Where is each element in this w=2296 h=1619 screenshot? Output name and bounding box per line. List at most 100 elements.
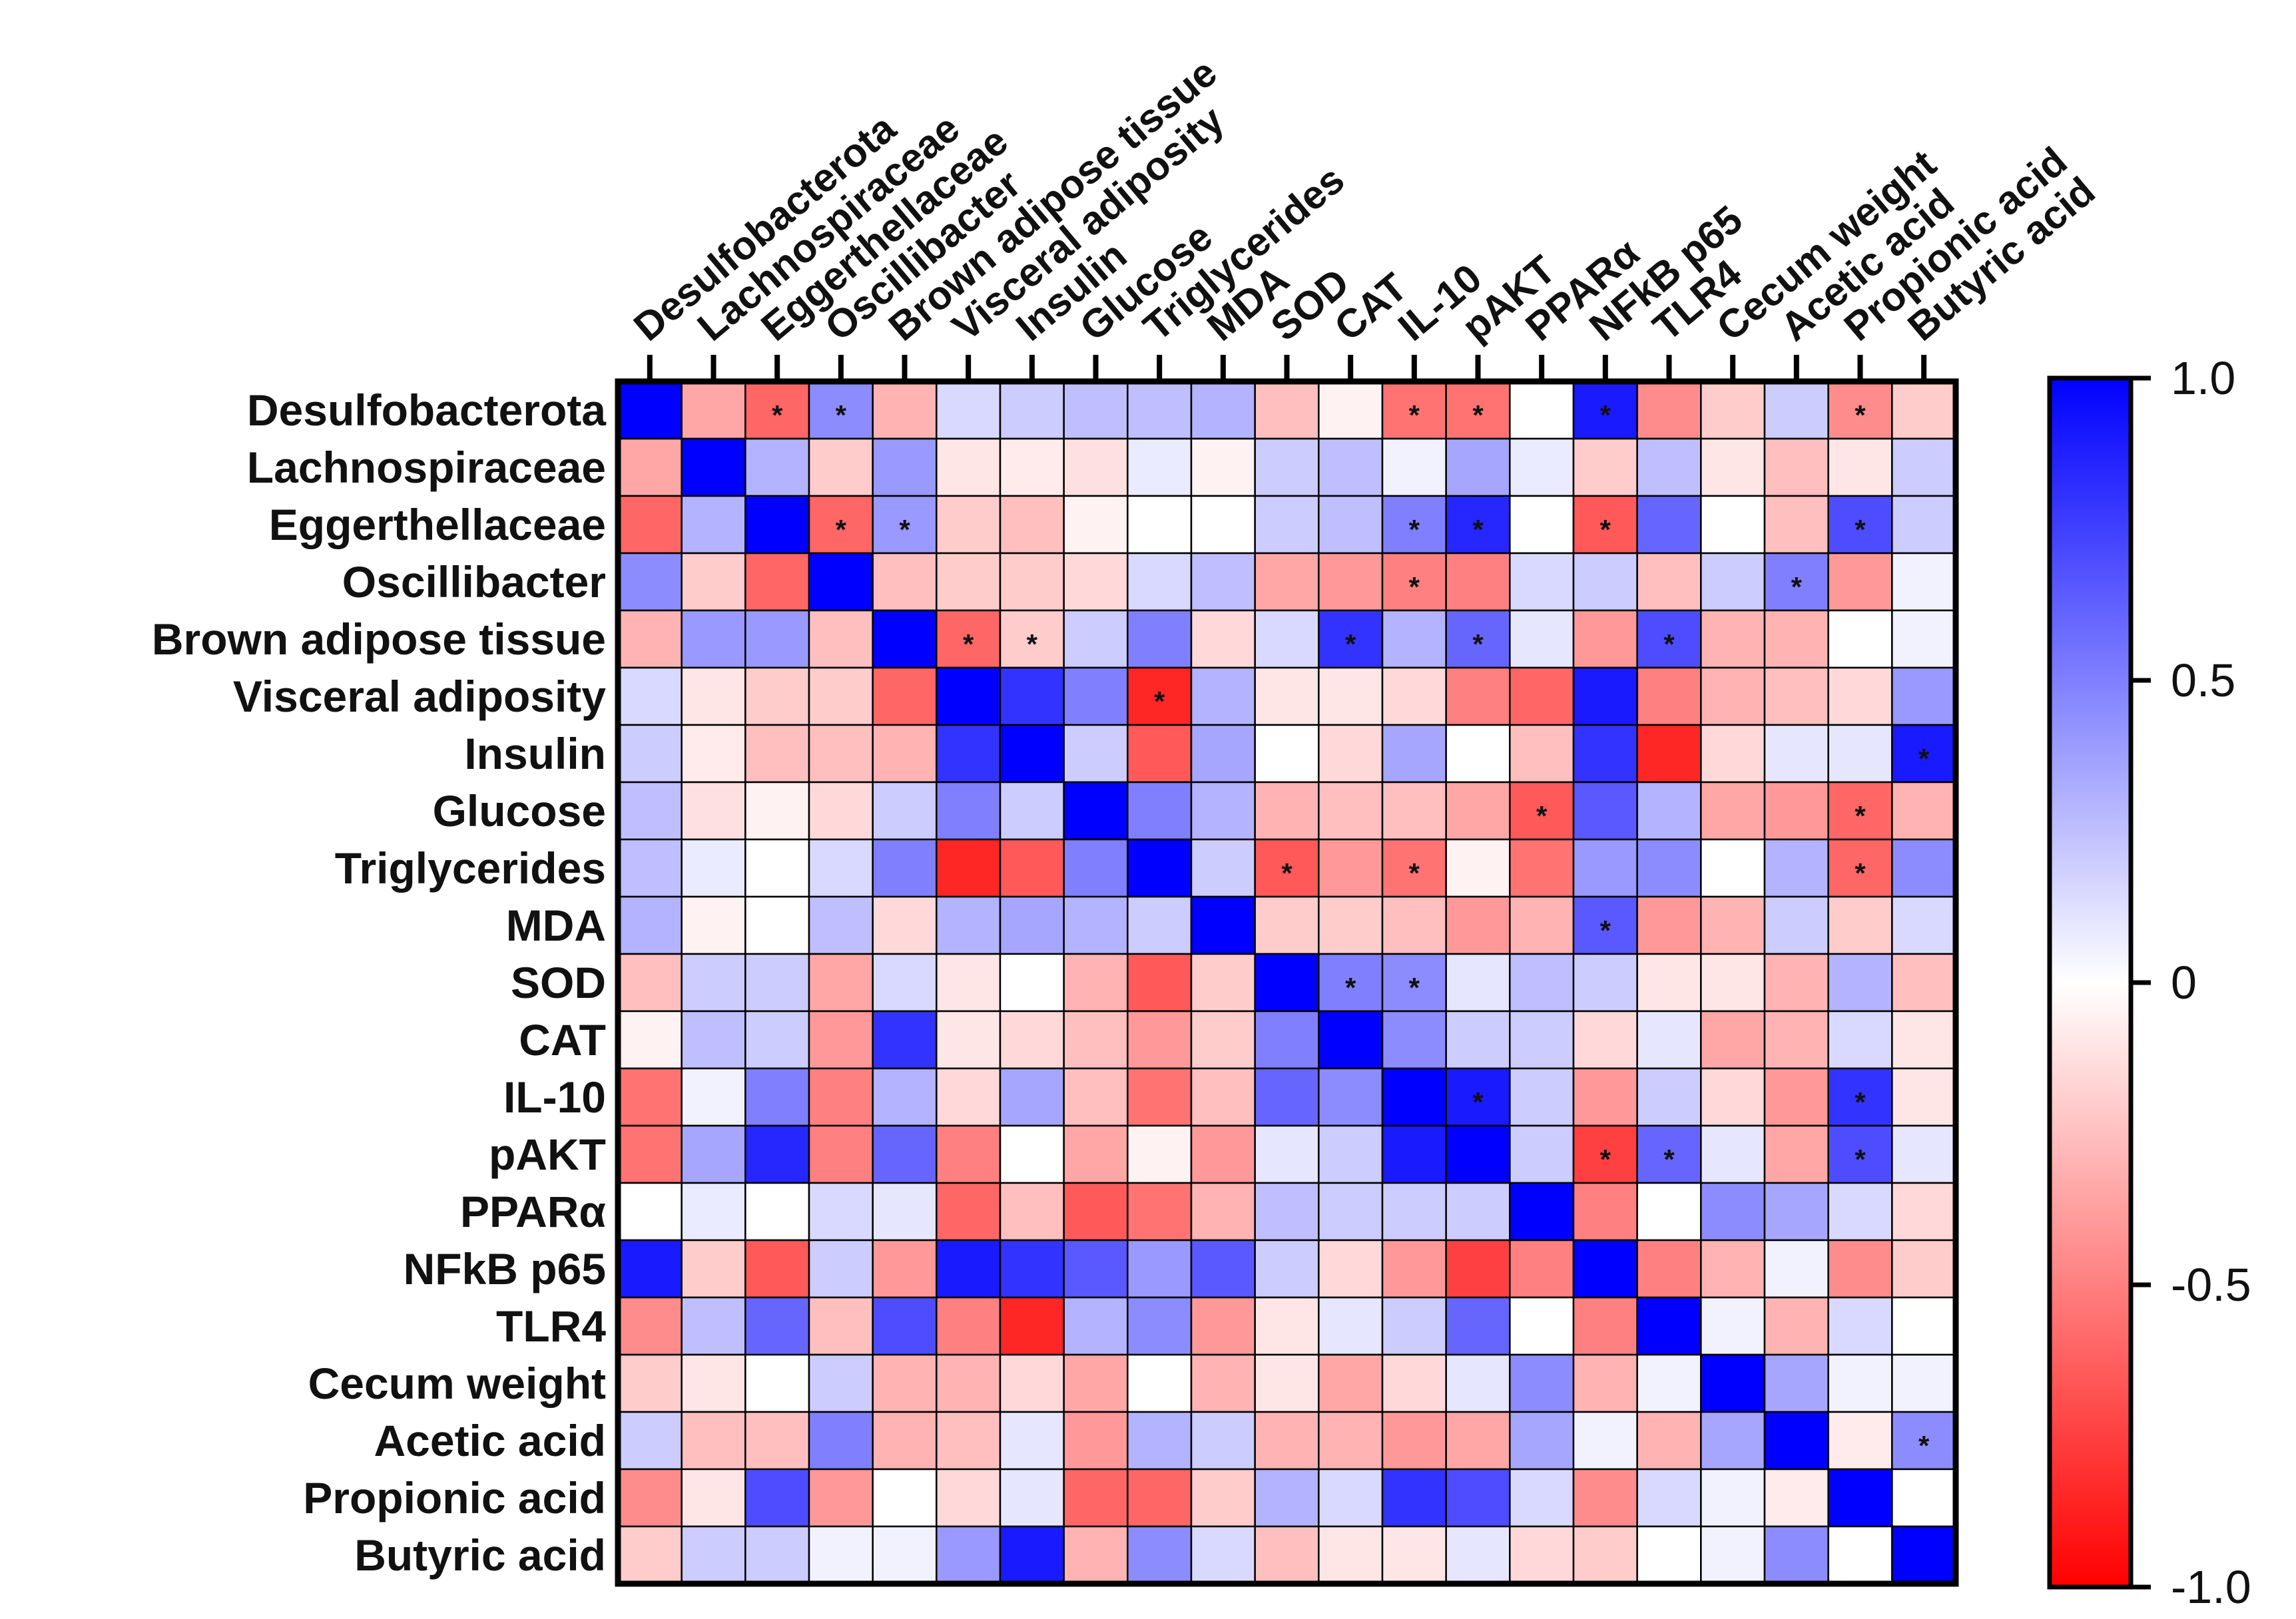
heatmap-cell bbox=[681, 380, 746, 440]
heatmap-cell bbox=[1891, 1296, 1957, 1356]
heatmap-cell bbox=[1636, 781, 1702, 841]
heatmap-cell bbox=[808, 552, 874, 612]
heatmap-cell bbox=[872, 609, 938, 669]
heatmap-cell bbox=[1636, 953, 1702, 1013]
significance-star: * bbox=[1345, 628, 1356, 660]
heatmap-cell bbox=[1127, 1468, 1193, 1528]
heatmap-cell bbox=[1063, 380, 1129, 440]
heatmap-cell bbox=[1318, 666, 1384, 726]
heatmap-cell bbox=[1572, 1411, 1638, 1471]
heatmap-cell bbox=[1127, 1010, 1193, 1070]
significance-star: * bbox=[899, 514, 910, 545]
heatmap-cell bbox=[1763, 1010, 1829, 1070]
heatmap-cell bbox=[1763, 781, 1829, 841]
heatmap-cell bbox=[617, 895, 683, 955]
heatmap-cell bbox=[617, 609, 683, 669]
row-label: Oscillibacter bbox=[342, 557, 606, 606]
heatmap-cell bbox=[808, 380, 874, 440]
heatmap-cell bbox=[1509, 1353, 1575, 1413]
heatmap-cell bbox=[1700, 1525, 1766, 1585]
heatmap-cell bbox=[1700, 609, 1766, 669]
heatmap-cell bbox=[936, 953, 1002, 1013]
heatmap-cell bbox=[1827, 495, 1893, 555]
heatmap-cell bbox=[1381, 895, 1447, 955]
heatmap-cell bbox=[1445, 838, 1511, 898]
heatmap-cell bbox=[1254, 724, 1320, 784]
heatmap-cell bbox=[1318, 895, 1384, 955]
heatmap-cell bbox=[936, 724, 1002, 784]
heatmap-cell bbox=[1636, 552, 1702, 612]
significance-star: * bbox=[1472, 1086, 1484, 1118]
heatmap-cell bbox=[1572, 1239, 1638, 1299]
heatmap-cell bbox=[1127, 609, 1193, 669]
heatmap-cell bbox=[1254, 1239, 1320, 1299]
heatmap-cell bbox=[1827, 1010, 1893, 1070]
heatmap-cell bbox=[744, 1296, 810, 1356]
heatmap-cell bbox=[1572, 1067, 1638, 1127]
heatmap-cell bbox=[808, 1124, 874, 1184]
heatmap-cell bbox=[1254, 666, 1320, 726]
heatmap-cell bbox=[1827, 1525, 1893, 1585]
significance-star: * bbox=[836, 399, 847, 431]
heatmap-cell bbox=[617, 552, 683, 612]
heatmap-cell bbox=[744, 609, 810, 669]
heatmap-cells bbox=[617, 380, 1957, 1585]
heatmap-cell bbox=[1636, 437, 1702, 497]
row-label: Triglycerides bbox=[335, 843, 606, 893]
heatmap-cell bbox=[1509, 1067, 1575, 1127]
heatmap-cell bbox=[808, 1411, 874, 1471]
heatmap-cell bbox=[1254, 1296, 1320, 1356]
heatmap-cell bbox=[1509, 1296, 1575, 1356]
heatmap-cell bbox=[617, 953, 683, 1013]
heatmap-cell bbox=[999, 552, 1065, 612]
heatmap-cell bbox=[1381, 953, 1447, 1013]
heatmap-cell bbox=[1636, 1010, 1702, 1070]
heatmap-cell bbox=[744, 380, 810, 440]
heatmap-cell bbox=[1509, 437, 1575, 497]
heatmap-cell bbox=[1127, 380, 1193, 440]
heatmap-cell bbox=[1891, 437, 1957, 497]
heatmap-cell bbox=[1190, 1010, 1256, 1070]
heatmap-cell bbox=[1763, 609, 1829, 669]
heatmap-cell bbox=[1190, 724, 1256, 784]
heatmap-cell bbox=[1127, 781, 1193, 841]
heatmap-cell bbox=[1381, 724, 1447, 784]
row-label: PPARα bbox=[460, 1187, 606, 1236]
heatmap-cell bbox=[1891, 1067, 1957, 1127]
heatmap-cell bbox=[1572, 895, 1638, 955]
heatmap-cell bbox=[1381, 1525, 1447, 1585]
heatmap-cell bbox=[1763, 1296, 1829, 1356]
significance-star: * bbox=[1472, 514, 1484, 545]
heatmap-cell bbox=[1063, 609, 1129, 669]
heatmap-cell bbox=[872, 1468, 938, 1528]
heatmap-cell bbox=[1572, 1182, 1638, 1242]
heatmap-cell bbox=[1827, 1296, 1893, 1356]
heatmap-cell bbox=[1572, 1468, 1638, 1528]
heatmap-cell bbox=[1445, 1525, 1511, 1585]
heatmap-cell bbox=[1063, 781, 1129, 841]
heatmap-cell bbox=[744, 495, 810, 555]
heatmap-cell bbox=[1636, 1525, 1702, 1585]
heatmap-cell bbox=[1700, 1067, 1766, 1127]
heatmap-cell bbox=[681, 1296, 746, 1356]
heatmap-cell bbox=[808, 609, 874, 669]
heatmap-cell bbox=[681, 1239, 746, 1299]
heatmap-cell bbox=[1509, 1010, 1575, 1070]
heatmap-cell bbox=[1509, 781, 1575, 841]
heatmap-cell bbox=[1381, 609, 1447, 669]
heatmap-cell bbox=[617, 437, 683, 497]
heatmap-cell bbox=[617, 1353, 683, 1413]
heatmap-cell bbox=[999, 495, 1065, 555]
heatmap-cell bbox=[1445, 552, 1511, 612]
heatmap-cell bbox=[1763, 495, 1829, 555]
heatmap-cell bbox=[1127, 953, 1193, 1013]
heatmap-cell bbox=[1891, 1239, 1957, 1299]
heatmap-cell bbox=[1445, 1468, 1511, 1528]
heatmap-cell bbox=[617, 1468, 683, 1528]
heatmap-cell bbox=[936, 838, 1002, 898]
heatmap-cell bbox=[1190, 666, 1256, 726]
heatmap-cell bbox=[1063, 495, 1129, 555]
heatmap-cell bbox=[1636, 1296, 1702, 1356]
heatmap-cell bbox=[1763, 838, 1829, 898]
heatmap-cell bbox=[1190, 437, 1256, 497]
